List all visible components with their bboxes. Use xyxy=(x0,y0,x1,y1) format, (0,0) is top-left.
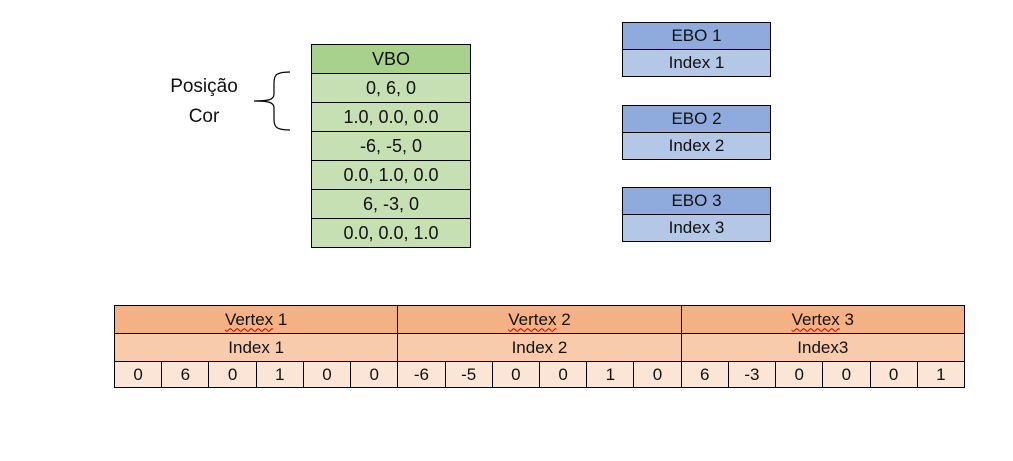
posicao-label: Posição xyxy=(170,76,238,97)
value-cell: 0 xyxy=(538,361,588,388)
ebo-header: EBO 1 xyxy=(622,22,771,50)
ebo-3-table: EBO 3 Index 3 xyxy=(622,187,771,242)
vertex-buffer-table: Vertex 1 Vertex 2 Vertex 3 Index 1 Index… xyxy=(113,305,966,388)
value-cell: 0 xyxy=(302,361,352,388)
value-cell: 0 xyxy=(822,361,871,388)
vertex-1-index: Index 1 xyxy=(113,333,399,362)
vbo-table: VBO 0, 6, 0 1.0, 0.0, 0.0 -6, -5, 0 0.0,… xyxy=(311,44,471,248)
value-cell: 0 xyxy=(491,361,540,388)
value-cell: 0 xyxy=(350,361,399,388)
value-cell: 1 xyxy=(916,361,966,388)
value-cell: 0 xyxy=(208,361,257,388)
ebo-header: EBO 3 xyxy=(622,187,771,215)
ebo-2-table: EBO 2 Index 2 xyxy=(622,105,771,160)
vbo-header: VBO xyxy=(311,44,471,74)
cor-label: Cor xyxy=(188,106,220,127)
vbo-cell: 1.0, 0.0, 0.0 xyxy=(311,102,471,132)
value-cell: 0 xyxy=(113,361,163,388)
value-cell: -3 xyxy=(727,361,777,388)
vbo-cell: -6, -5, 0 xyxy=(311,131,471,161)
curly-brace-icon xyxy=(253,71,291,131)
vertex-3-header: Vertex 3 xyxy=(680,305,966,334)
ebo-header: EBO 2 xyxy=(622,105,771,133)
value-cell: -6 xyxy=(397,361,446,388)
vertex-1-header: Vertex 1 xyxy=(113,305,399,334)
vbo-cell: 6, -3, 0 xyxy=(311,189,471,219)
value-cell: 0 xyxy=(869,361,918,388)
value-cell: 1 xyxy=(255,361,304,388)
value-cell: 0 xyxy=(633,361,682,388)
vertex-2-header: Vertex 2 xyxy=(397,305,682,334)
value-cell: 6 xyxy=(680,361,729,388)
ebo-index: Index 1 xyxy=(622,49,771,77)
value-cell: 1 xyxy=(586,361,635,388)
vbo-cell: 0.0, 1.0, 0.0 xyxy=(311,160,471,190)
value-cell: -5 xyxy=(444,361,493,388)
ebo-1-table: EBO 1 Index 1 xyxy=(622,22,771,77)
vertex-3-index: Index3 xyxy=(680,333,966,362)
value-cell: 0 xyxy=(775,361,824,388)
vbo-cell: 0, 6, 0 xyxy=(311,73,471,103)
vbo-cell: 0.0, 0.0, 1.0 xyxy=(311,218,471,248)
ebo-index: Index 3 xyxy=(622,214,771,242)
vertex-2-index: Index 2 xyxy=(397,333,682,362)
ebo-index: Index 2 xyxy=(622,132,771,160)
value-cell: 6 xyxy=(161,361,210,388)
